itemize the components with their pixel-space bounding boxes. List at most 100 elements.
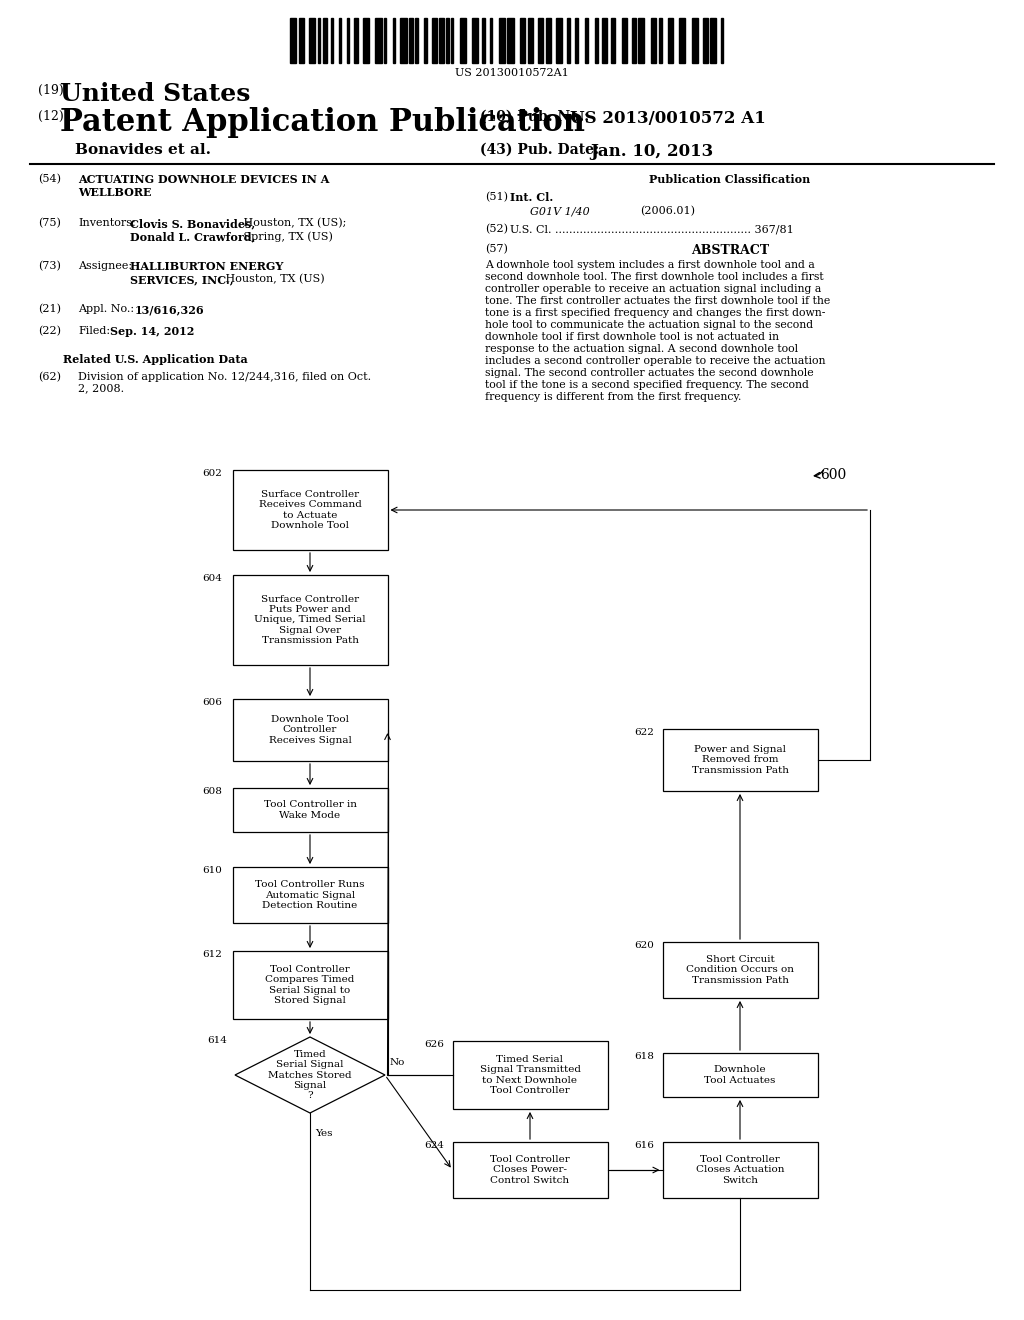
Text: HALLIBURTON ENERGY: HALLIBURTON ENERGY: [130, 261, 284, 272]
Text: (43) Pub. Date:: (43) Pub. Date:: [480, 143, 599, 157]
Text: Downhole Tool
Controller
Receives Signal: Downhole Tool Controller Receives Signal: [268, 715, 351, 744]
Text: response to the actuation signal. A second downhole tool: response to the actuation signal. A seco…: [485, 345, 798, 354]
Bar: [721, 18, 723, 63]
Text: 606: 606: [203, 698, 222, 708]
Text: Related U.S. Application Data: Related U.S. Application Data: [62, 354, 248, 366]
Text: 610: 610: [203, 866, 222, 875]
FancyBboxPatch shape: [453, 1041, 607, 1109]
Bar: [703, 18, 708, 63]
Text: Short Circuit
Condition Occurs on
Transmission Path: Short Circuit Condition Occurs on Transm…: [686, 956, 794, 985]
Text: tone is a first specified frequency and changes the first down-: tone is a first specified frequency and …: [485, 308, 825, 318]
Bar: [323, 18, 327, 63]
Text: Houston, TX (US);: Houston, TX (US);: [240, 218, 346, 228]
Text: SERVICES, INC.,: SERVICES, INC.,: [130, 275, 233, 285]
Text: (10) Pub. No.:: (10) Pub. No.:: [480, 110, 589, 124]
FancyBboxPatch shape: [663, 1142, 817, 1199]
Bar: [290, 18, 296, 63]
Text: 616: 616: [635, 1140, 654, 1150]
FancyBboxPatch shape: [663, 729, 817, 791]
Bar: [528, 18, 534, 63]
Text: Surface Controller
Receives Command
to Actuate
Downhole Tool: Surface Controller Receives Command to A…: [259, 490, 361, 531]
Text: Filed:: Filed:: [78, 326, 111, 337]
FancyBboxPatch shape: [663, 1053, 817, 1097]
Text: (21): (21): [38, 304, 61, 314]
Text: U.S. Cl. ........................................................ 367/81: U.S. Cl. ...............................…: [510, 224, 794, 234]
Bar: [575, 18, 578, 63]
FancyBboxPatch shape: [453, 1142, 607, 1199]
Text: (19): (19): [38, 84, 63, 96]
Bar: [585, 18, 588, 63]
Bar: [490, 18, 492, 63]
Text: A downhole tool system includes a first downhole tool and a: A downhole tool system includes a first …: [485, 260, 815, 271]
Bar: [595, 18, 598, 63]
Text: Tool Controller
Closes Power-
Control Switch: Tool Controller Closes Power- Control Sw…: [490, 1155, 570, 1185]
Bar: [520, 18, 525, 63]
Text: (52): (52): [485, 224, 508, 235]
Bar: [451, 18, 453, 63]
Text: United States: United States: [60, 82, 251, 106]
Text: Clovis S. Bonavides,: Clovis S. Bonavides,: [130, 218, 255, 228]
Text: Jan. 10, 2013: Jan. 10, 2013: [590, 143, 714, 160]
Bar: [446, 18, 449, 63]
FancyBboxPatch shape: [232, 788, 387, 832]
Text: 602: 602: [203, 469, 222, 478]
Bar: [567, 18, 570, 63]
Text: Downhole
Tool Actuates: Downhole Tool Actuates: [705, 1065, 776, 1085]
Bar: [482, 18, 485, 63]
FancyBboxPatch shape: [232, 950, 387, 1019]
Text: (51): (51): [485, 191, 508, 202]
Bar: [362, 18, 369, 63]
Text: includes a second controller operable to receive the actuation: includes a second controller operable to…: [485, 356, 825, 366]
Bar: [439, 18, 444, 63]
Text: signal. The second controller actuates the second downhole: signal. The second controller actuates t…: [485, 368, 814, 378]
Text: (75): (75): [38, 218, 60, 228]
FancyBboxPatch shape: [232, 867, 387, 923]
Text: hole tool to communicate the actuation signal to the second: hole tool to communicate the actuation s…: [485, 319, 813, 330]
Text: 600: 600: [820, 469, 846, 482]
Bar: [659, 18, 662, 63]
Text: (22): (22): [38, 326, 61, 337]
Text: Inventors:: Inventors:: [78, 218, 136, 228]
Bar: [679, 18, 685, 63]
Bar: [354, 18, 358, 63]
Text: US 20130010572A1: US 20130010572A1: [455, 69, 569, 78]
Bar: [309, 18, 315, 63]
Text: 626: 626: [425, 1040, 444, 1049]
Bar: [638, 18, 644, 63]
Bar: [692, 18, 698, 63]
Text: Sep. 14, 2012: Sep. 14, 2012: [110, 326, 195, 337]
Text: 614: 614: [207, 1036, 227, 1045]
Text: Tool Controller
Compares Timed
Serial Signal to
Stored Signal: Tool Controller Compares Timed Serial Si…: [265, 965, 354, 1005]
Text: Spring, TX (US): Spring, TX (US): [240, 231, 333, 242]
Bar: [602, 18, 607, 63]
Text: Power and Signal
Removed from
Transmission Path: Power and Signal Removed from Transmissi…: [691, 744, 788, 775]
Text: 604: 604: [203, 574, 222, 583]
Text: US 2013/0010572 A1: US 2013/0010572 A1: [570, 110, 766, 127]
Text: (57): (57): [485, 244, 508, 255]
Text: tool if the tone is a second specified frequency. The second: tool if the tone is a second specified f…: [485, 380, 809, 389]
Text: Donald L. Crawford,: Donald L. Crawford,: [130, 231, 256, 242]
Text: (12): (12): [38, 110, 63, 123]
Bar: [393, 18, 395, 63]
Bar: [415, 18, 418, 63]
Bar: [507, 18, 514, 63]
Text: (73): (73): [38, 261, 60, 272]
Bar: [347, 18, 349, 63]
Text: G01V 1/40: G01V 1/40: [530, 206, 590, 216]
FancyBboxPatch shape: [663, 942, 817, 998]
Bar: [499, 18, 505, 63]
Text: 622: 622: [635, 729, 654, 737]
Text: tone. The first controller actuates the first downhole tool if the: tone. The first controller actuates the …: [485, 296, 830, 306]
Bar: [460, 18, 466, 63]
Text: second downhole tool. The first downhole tool includes a first: second downhole tool. The first downhole…: [485, 272, 823, 282]
Bar: [538, 18, 543, 63]
Bar: [556, 18, 562, 63]
Text: ACTUATING DOWNHOLE DEVICES IN A
WELLBORE: ACTUATING DOWNHOLE DEVICES IN A WELLBORE: [78, 174, 330, 198]
Bar: [668, 18, 673, 63]
Text: controller operable to receive an actuation signal including a: controller operable to receive an actuat…: [485, 284, 821, 294]
FancyBboxPatch shape: [232, 470, 387, 550]
Text: Tool Controller
Closes Actuation
Switch: Tool Controller Closes Actuation Switch: [695, 1155, 784, 1185]
Text: 620: 620: [635, 941, 654, 950]
Text: Bonavides et al.: Bonavides et al.: [75, 143, 211, 157]
Text: Timed
Serial Signal
Matches Stored
Signal
?: Timed Serial Signal Matches Stored Signa…: [268, 1049, 352, 1101]
